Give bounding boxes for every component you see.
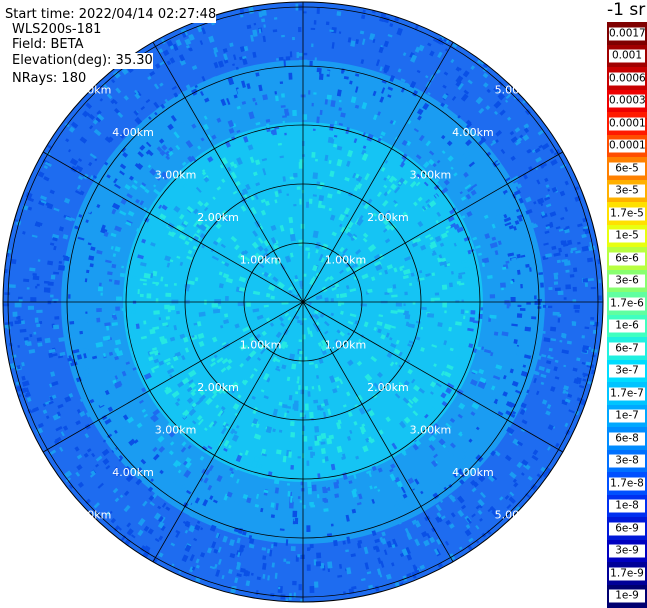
colorbar-level-label: 3e-6 <box>609 274 645 288</box>
colorbar-level-label: 6e-8 <box>609 432 645 445</box>
colorbar-level-label: 6e-6 <box>609 252 645 265</box>
range-label: 2.00km <box>197 381 239 394</box>
colorbar-level-label: 1.7e-6 <box>609 297 645 310</box>
colorbar-level: 3e-8 <box>607 449 647 473</box>
colorbar-level: 1.7e-7 <box>607 382 647 405</box>
colorbar-level-label: 3e-5 <box>609 184 645 198</box>
field-name: Field: BETA <box>12 37 84 53</box>
colorbar-level-label: 6e-7 <box>609 342 645 355</box>
colorbar-level: 6e-7 <box>607 337 647 360</box>
radial-grid-line <box>302 301 454 563</box>
radial-grid-line <box>302 41 454 303</box>
colorbar-level-label: 0.0006 <box>609 72 646 85</box>
range-label: 4.00km <box>112 126 154 139</box>
colorbar-level: 6e-6 <box>607 247 647 270</box>
range-label: 5.00km <box>495 508 537 521</box>
colorbar-level-label: 0.0003 <box>609 94 646 108</box>
colorbar-level: 1e-7 <box>607 404 647 428</box>
colorbar-level-label: 1.7e-5 <box>609 207 645 220</box>
colorbar-level-label: 0.00017 <box>609 117 647 130</box>
colorbar-level: 1e-9 <box>607 584 647 608</box>
radial-grid-line <box>42 301 304 453</box>
colorbar-level: 0.0017 <box>607 22 647 45</box>
colorbar-level: 1.7e-8 <box>607 472 647 495</box>
range-label: 1.00km <box>240 338 282 351</box>
colorbar-level: 1.7e-9 <box>607 562 647 585</box>
range-label: 2.00km <box>197 211 239 224</box>
nrays: NRays: 180 <box>12 71 87 87</box>
range-label: 4.00km <box>452 466 494 479</box>
colorbar-level: 1e-6 <box>607 314 647 338</box>
colorbar-level-label: 0.001 <box>609 49 645 63</box>
radial-grid-line <box>152 301 304 563</box>
range-label: 5.00km <box>495 84 537 97</box>
range-label: 5.00km <box>70 508 112 521</box>
range-label: 1.00km <box>240 254 282 267</box>
colorbar-level-label: 3e-7 <box>609 364 645 378</box>
start-time: Start time: 2022/04/14 02:27:48 <box>5 7 217 23</box>
colorbar-unit: -1 sr <box>607 0 646 20</box>
colorbar-level: 6e-9 <box>607 517 647 540</box>
range-ring <box>7 6 599 598</box>
radial-grid-line <box>302 301 564 453</box>
range-label: 2.00km <box>367 381 409 394</box>
colorbar-level-label: 1e-5 <box>609 229 645 243</box>
range-label: 3.00km <box>410 169 452 182</box>
range-label: 1.00km <box>325 338 367 351</box>
range-label: 4.00km <box>112 466 154 479</box>
colorbar-level: 1.7e-6 <box>607 292 647 315</box>
colorbar-level-label: 3e-8 <box>609 454 645 468</box>
colorbar-level-label: 1e-7 <box>609 409 645 423</box>
colorbar-level-label: 1.7e-7 <box>609 387 645 400</box>
radial-grid-line <box>302 151 564 303</box>
colorbar-level: 6e-8 <box>607 427 647 450</box>
radial-grid-line <box>42 151 304 303</box>
colorbar-level-label: 6e-9 <box>609 522 645 535</box>
colorbar-level-label: 0.0001 <box>609 139 646 153</box>
colorbar-level: 0.0001 <box>607 134 647 158</box>
range-label: 3.00km <box>410 423 452 436</box>
colorbar-level-label: 0.0017 <box>609 27 646 40</box>
colorbar-level: 0.00017 <box>607 112 647 135</box>
range-label: 3.00km <box>155 169 197 182</box>
range-label: 4.00km <box>452 126 494 139</box>
range-ring <box>66 65 540 539</box>
colorbar-level-label: 1e-9 <box>609 589 645 603</box>
range-labels: 1.00km 1.00km 1.00km 1.00km 2.00km 2.00km 2.00… <box>70 84 536 522</box>
polar-grid <box>2 1 604 603</box>
range-label: 3.00km <box>155 423 197 436</box>
range-label: 1.00km <box>325 254 367 267</box>
range-ring <box>125 124 481 480</box>
speckle-noise <box>3 3 603 602</box>
range-ring <box>184 183 422 421</box>
colorbar-level: 6e-5 <box>607 157 647 180</box>
range-ring <box>243 242 363 362</box>
colorbar-level: 1e-8 <box>607 494 647 518</box>
colorbar-level-label: 3e-9 <box>609 544 645 558</box>
colorbar-level: 0.0006 <box>607 67 647 90</box>
elevation: Elevation(deg): 35.30 <box>12 53 153 69</box>
colorbar-level-label: 1.7e-8 <box>609 477 645 490</box>
colorbar-level-label: 6e-5 <box>609 162 645 175</box>
radial-grid-line <box>152 41 304 303</box>
colorbar-level: 1e-5 <box>607 224 647 248</box>
colorbar-level-label: 1.7e-9 <box>609 567 645 580</box>
colorbar-level-label: 1e-6 <box>609 319 645 333</box>
colorbar-level: 3e-5 <box>607 179 647 203</box>
colorbar-level: 1.7e-5 <box>607 202 647 225</box>
colorbar-level: 0.0003 <box>607 89 647 113</box>
colorbar-level-label: 1e-8 <box>609 499 645 513</box>
polar-plot: 1.00km 1.00km 1.00km 1.00km 2.00km 2.00km 2.00… <box>2 1 604 603</box>
range-label: 2.00km <box>367 211 409 224</box>
colorbar-level: 3e-6 <box>607 269 647 293</box>
colorbar-level: 0.001 <box>607 44 647 68</box>
instrument-name: WLS200s-181 <box>12 22 102 38</box>
colorbar-level: 3e-9 <box>607 539 647 563</box>
colorbar-level: 3e-7 <box>607 359 647 383</box>
outer-boundary <box>2 1 604 603</box>
